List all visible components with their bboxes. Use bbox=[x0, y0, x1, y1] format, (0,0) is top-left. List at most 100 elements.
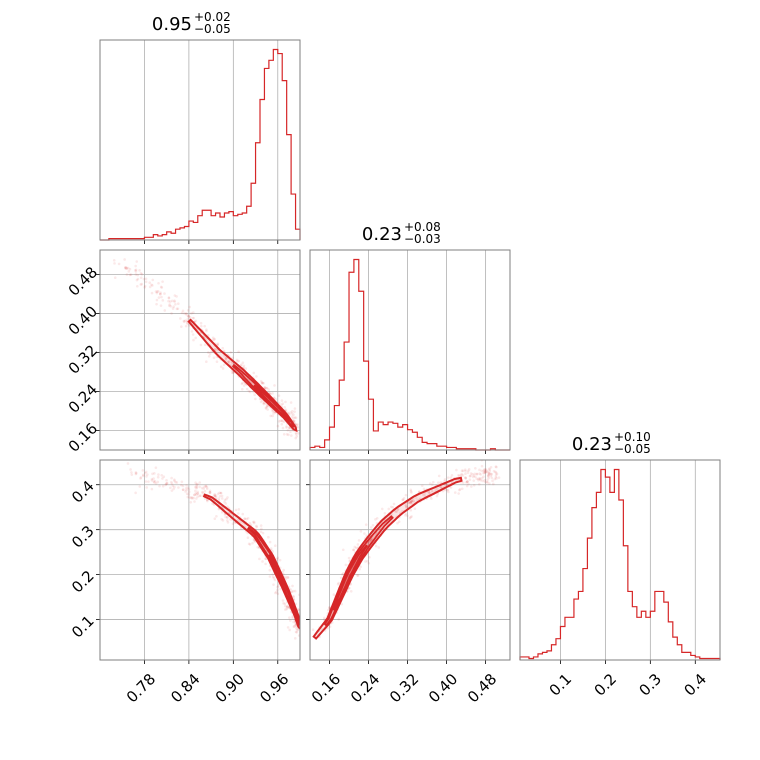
sample-point bbox=[423, 492, 426, 496]
sample-point bbox=[195, 484, 198, 488]
sample-point bbox=[219, 365, 223, 368]
sample-point bbox=[323, 616, 326, 620]
sample-point bbox=[475, 477, 478, 480]
title-upper: +0.10 bbox=[614, 430, 651, 444]
sample-point bbox=[216, 343, 219, 346]
sample-point bbox=[458, 488, 462, 491]
sample-point bbox=[291, 615, 295, 618]
sample-point bbox=[281, 419, 284, 423]
sample-point bbox=[364, 523, 368, 526]
sample-point bbox=[135, 260, 139, 263]
sample-point bbox=[484, 468, 487, 471]
sample-point bbox=[458, 488, 461, 492]
sample-point bbox=[271, 575, 275, 579]
sample-point bbox=[431, 480, 435, 484]
sample-point bbox=[123, 266, 127, 270]
sample-point bbox=[305, 633, 308, 636]
sample-point bbox=[196, 482, 199, 486]
sample-point bbox=[260, 381, 264, 384]
sample-point bbox=[117, 262, 121, 266]
sample-point bbox=[140, 282, 144, 286]
sample-point bbox=[482, 475, 485, 478]
sample-point bbox=[293, 637, 297, 640]
sample-point bbox=[363, 532, 366, 535]
sample-point bbox=[485, 481, 489, 484]
histogram-panel-p0: 0.95 +0.02−0.05 bbox=[99, 10, 301, 244]
sample-point bbox=[296, 608, 300, 611]
sample-point bbox=[184, 490, 187, 493]
sample-point bbox=[186, 322, 189, 326]
sample-point bbox=[445, 483, 448, 486]
sample-point bbox=[340, 573, 344, 576]
sample-point bbox=[289, 430, 292, 434]
sample-point bbox=[274, 397, 277, 401]
sample-point bbox=[125, 267, 128, 271]
sample-point bbox=[189, 496, 193, 499]
sample-point bbox=[396, 521, 399, 525]
sample-point bbox=[173, 299, 176, 302]
sample-point bbox=[404, 504, 408, 508]
sample-point bbox=[246, 536, 250, 540]
sample-point bbox=[446, 476, 450, 479]
sample-point bbox=[202, 487, 206, 490]
sample-point bbox=[156, 475, 160, 479]
sample-point bbox=[142, 277, 146, 281]
sample-point bbox=[179, 483, 183, 487]
sample-point bbox=[480, 464, 484, 468]
sample-point bbox=[276, 424, 280, 428]
sample-point bbox=[265, 405, 269, 409]
sample-point bbox=[421, 493, 425, 497]
sample-point bbox=[226, 521, 230, 524]
sample-point bbox=[355, 546, 358, 550]
sample-point bbox=[468, 478, 472, 481]
sample-point bbox=[248, 521, 252, 525]
sample-point bbox=[271, 414, 274, 418]
sample-point bbox=[204, 484, 208, 488]
sample-point bbox=[186, 314, 190, 318]
sample-point bbox=[229, 517, 232, 521]
samples-p1-p2 bbox=[311, 460, 501, 640]
sample-point bbox=[237, 508, 241, 511]
sample-point bbox=[493, 477, 497, 481]
sample-point bbox=[259, 379, 263, 383]
sample-point bbox=[274, 591, 277, 595]
sample-point bbox=[282, 601, 285, 605]
sample-point bbox=[261, 381, 265, 385]
sample-point bbox=[271, 409, 275, 413]
sample-point bbox=[469, 474, 472, 478]
contour-level-inner bbox=[332, 544, 369, 611]
sample-point bbox=[292, 625, 296, 629]
sample-point bbox=[187, 315, 190, 318]
sample-point bbox=[495, 477, 498, 480]
sample-point bbox=[196, 492, 199, 495]
sample-point bbox=[168, 303, 172, 306]
sample-point bbox=[273, 578, 277, 582]
x-tick-label: 0.48 bbox=[464, 670, 500, 706]
sample-point bbox=[285, 605, 289, 609]
sample-point bbox=[177, 302, 180, 306]
sample-point bbox=[150, 283, 153, 287]
sample-point bbox=[301, 617, 304, 620]
sample-point bbox=[464, 472, 467, 476]
sample-point bbox=[113, 262, 116, 265]
sample-point bbox=[148, 281, 152, 284]
sample-point bbox=[134, 264, 137, 268]
sample-point bbox=[224, 515, 227, 519]
sample-point bbox=[226, 516, 229, 520]
sample-point bbox=[406, 514, 409, 518]
sample-point bbox=[263, 385, 266, 389]
sample-point bbox=[155, 298, 159, 302]
sample-point bbox=[185, 488, 188, 492]
sample-point bbox=[397, 520, 401, 523]
sample-point bbox=[151, 284, 154, 287]
panel-frame bbox=[519, 459, 721, 661]
sample-point bbox=[203, 324, 206, 328]
sample-point bbox=[417, 490, 421, 493]
sample-point bbox=[401, 498, 405, 501]
sample-point bbox=[199, 343, 203, 347]
sample-point bbox=[214, 495, 218, 499]
sample-point bbox=[203, 485, 206, 489]
sample-point bbox=[478, 476, 482, 480]
sample-point bbox=[295, 626, 298, 630]
sample-point bbox=[285, 425, 288, 428]
